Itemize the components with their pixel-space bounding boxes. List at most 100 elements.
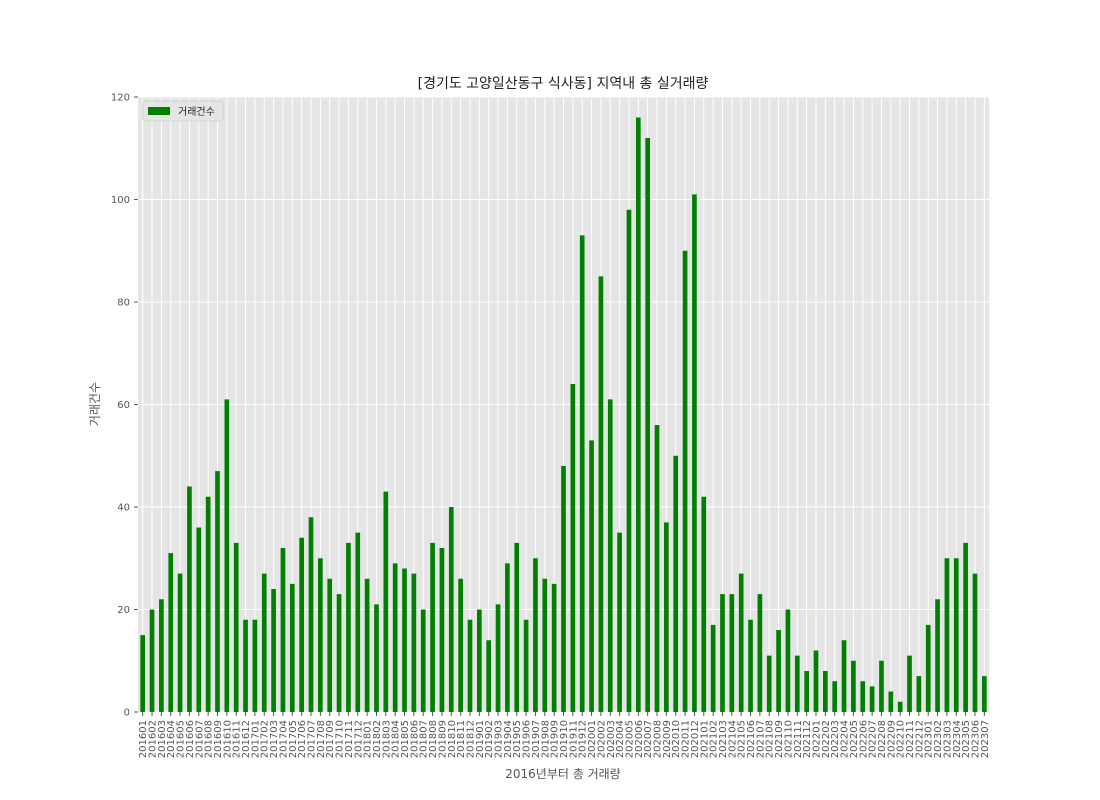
y-tick-label: 40 — [117, 503, 130, 514]
bar — [365, 579, 370, 712]
bar — [468, 620, 473, 712]
bar — [440, 548, 445, 712]
bar — [795, 656, 800, 712]
bar — [552, 584, 557, 712]
bar — [926, 625, 931, 712]
bar — [514, 543, 519, 712]
y-axis-ticks: 0 20 40 60 80 100 120 — [111, 93, 138, 719]
bar — [477, 610, 482, 713]
bar — [589, 440, 594, 712]
bar — [225, 399, 230, 712]
bar — [187, 487, 192, 713]
bar — [571, 384, 576, 712]
bar — [963, 543, 968, 712]
y-tick-label: 0 — [124, 708, 130, 719]
bar — [729, 594, 734, 712]
bar — [393, 563, 398, 712]
bar — [645, 138, 650, 712]
bar — [711, 625, 716, 712]
bar — [421, 610, 426, 713]
bar — [655, 425, 660, 712]
bar — [243, 620, 248, 712]
y-tick-label: 100 — [111, 195, 130, 206]
y-tick-label: 120 — [111, 93, 130, 104]
bar — [748, 620, 753, 712]
bar — [449, 507, 454, 712]
bar — [898, 702, 903, 712]
bar — [982, 676, 987, 712]
bar — [262, 574, 267, 712]
bar — [327, 579, 332, 712]
bar — [337, 594, 342, 712]
bar — [636, 118, 641, 713]
bar — [617, 533, 622, 712]
bar — [374, 604, 379, 712]
bar — [720, 594, 725, 712]
bar — [430, 543, 435, 712]
bar — [692, 194, 697, 712]
bar — [402, 569, 407, 713]
bar — [168, 553, 173, 712]
bar — [935, 599, 940, 712]
bar — [758, 594, 763, 712]
bar — [412, 574, 417, 712]
bar — [318, 558, 323, 712]
bar — [159, 599, 164, 712]
bar — [973, 574, 978, 712]
bar — [701, 497, 706, 712]
bar — [253, 620, 258, 712]
y-tick-label: 60 — [117, 400, 130, 411]
bar — [196, 528, 201, 713]
bar — [346, 543, 351, 712]
bar — [776, 630, 781, 712]
bar — [206, 497, 211, 712]
bar — [524, 620, 529, 712]
x-axis-ticks: 2016012016022016032016042016052016062016… — [138, 712, 991, 758]
bar — [140, 635, 145, 712]
bar — [739, 574, 744, 712]
bar — [290, 584, 295, 712]
x-tick-label: 202307 — [980, 720, 991, 758]
legend-swatch — [148, 107, 170, 115]
bar — [486, 640, 491, 712]
bar — [860, 681, 865, 712]
bar — [383, 492, 388, 712]
bar — [842, 640, 847, 712]
bar — [215, 471, 220, 712]
bar — [533, 558, 538, 712]
bar — [945, 558, 950, 712]
bar — [178, 574, 183, 712]
legend: 거래건수 — [143, 101, 223, 121]
bar — [814, 651, 819, 713]
bar — [804, 671, 809, 712]
bar — [888, 692, 893, 713]
y-tick-label: 80 — [117, 298, 130, 309]
bar — [954, 558, 959, 712]
legend-label: 거래건수 — [178, 106, 215, 118]
bar — [599, 276, 604, 712]
bar — [561, 466, 566, 712]
bar — [627, 210, 632, 712]
bar — [832, 681, 837, 712]
bar — [281, 548, 286, 712]
bar — [879, 661, 884, 712]
y-tick-label: 20 — [117, 605, 130, 616]
bar — [542, 579, 547, 712]
bar — [917, 676, 922, 712]
bar — [608, 399, 613, 712]
bar — [673, 456, 678, 712]
y-axis-label: 거래건수 — [88, 382, 102, 426]
bar — [355, 533, 360, 712]
chart-title: [경기도 고양일산동구 식사동] 지역내 총 실거래량 — [418, 76, 709, 92]
bar — [767, 656, 772, 712]
bar — [870, 686, 875, 712]
bar — [786, 610, 791, 713]
bar — [907, 656, 912, 712]
bar — [851, 661, 856, 712]
bar — [309, 517, 314, 712]
bar — [299, 538, 304, 712]
bar — [683, 251, 688, 712]
bar — [271, 589, 276, 712]
bar — [150, 610, 155, 713]
